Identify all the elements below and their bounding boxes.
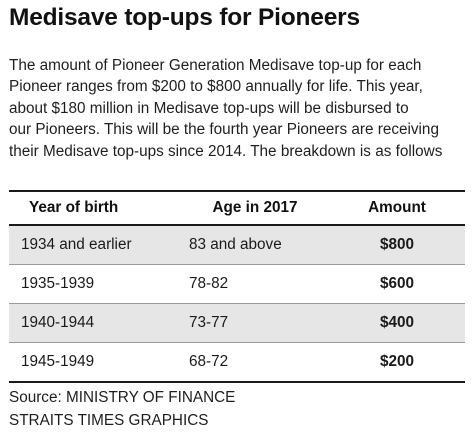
cell-age: 83 and above	[189, 236, 282, 253]
graphics-credit-line: STRAITS TIMES GRAPHICS	[9, 411, 209, 429]
intro-paragraph: The amount of Pioneer Generation Medisav…	[9, 55, 471, 162]
intro-line: The amount of Pioneer Generation Medisav…	[9, 57, 422, 74]
intro-line: Pioneer ranges from $200 to $800 annuall…	[9, 78, 423, 96]
table-header-row: Year of birth Age in 2017 Amount	[9, 192, 465, 224]
page-title: Medisave top-ups for Pioneers	[9, 4, 360, 31]
cell-year-of-birth: 1945-1949	[21, 353, 95, 370]
table-header-rule	[9, 224, 465, 226]
cell-age: 78-82	[189, 275, 229, 292]
intro-line: our Pioneers. This will be the fourth ye…	[9, 121, 439, 139]
intro-line: about $180 million in Medisave top-ups w…	[9, 99, 409, 117]
table-row: 1940-1944 73-77 $400	[9, 304, 465, 343]
table-top-rule	[9, 190, 465, 192]
cell-amount: $400	[379, 314, 415, 331]
cell-age: 73-77	[189, 314, 229, 331]
cell-year-of-birth: 1935-1939	[21, 275, 95, 292]
cell-amount: $600	[379, 275, 415, 292]
source-line: Source: MINISTRY OF FINANCE	[9, 389, 236, 406]
header-amount: Amount	[368, 199, 426, 216]
source-credit: Source: MINISTRY OF FINANCE STRAITS TIME…	[9, 387, 235, 432]
cell-age: 68-72	[189, 353, 229, 370]
table-row: 1945-1949 68-72 $200	[9, 343, 465, 383]
cell-amount: $200	[379, 353, 415, 370]
header-year-of-birth: Year of birth	[29, 199, 119, 216]
breakdown-table: Year of birth Age in 2017 Amount 1934 an…	[9, 190, 465, 383]
table-row: 1934 and earlier 83 and above $800	[9, 226, 465, 265]
table-row: 1935-1939 78-82 $600	[9, 265, 465, 304]
intro-line: their Medisave top-ups since 2014. The b…	[9, 142, 443, 160]
cell-year-of-birth: 1940-1944	[21, 314, 95, 331]
header-age: Age in 2017	[212, 199, 298, 216]
cell-amount: $800	[379, 236, 415, 253]
cell-year-of-birth: 1934 and earlier	[21, 236, 132, 253]
